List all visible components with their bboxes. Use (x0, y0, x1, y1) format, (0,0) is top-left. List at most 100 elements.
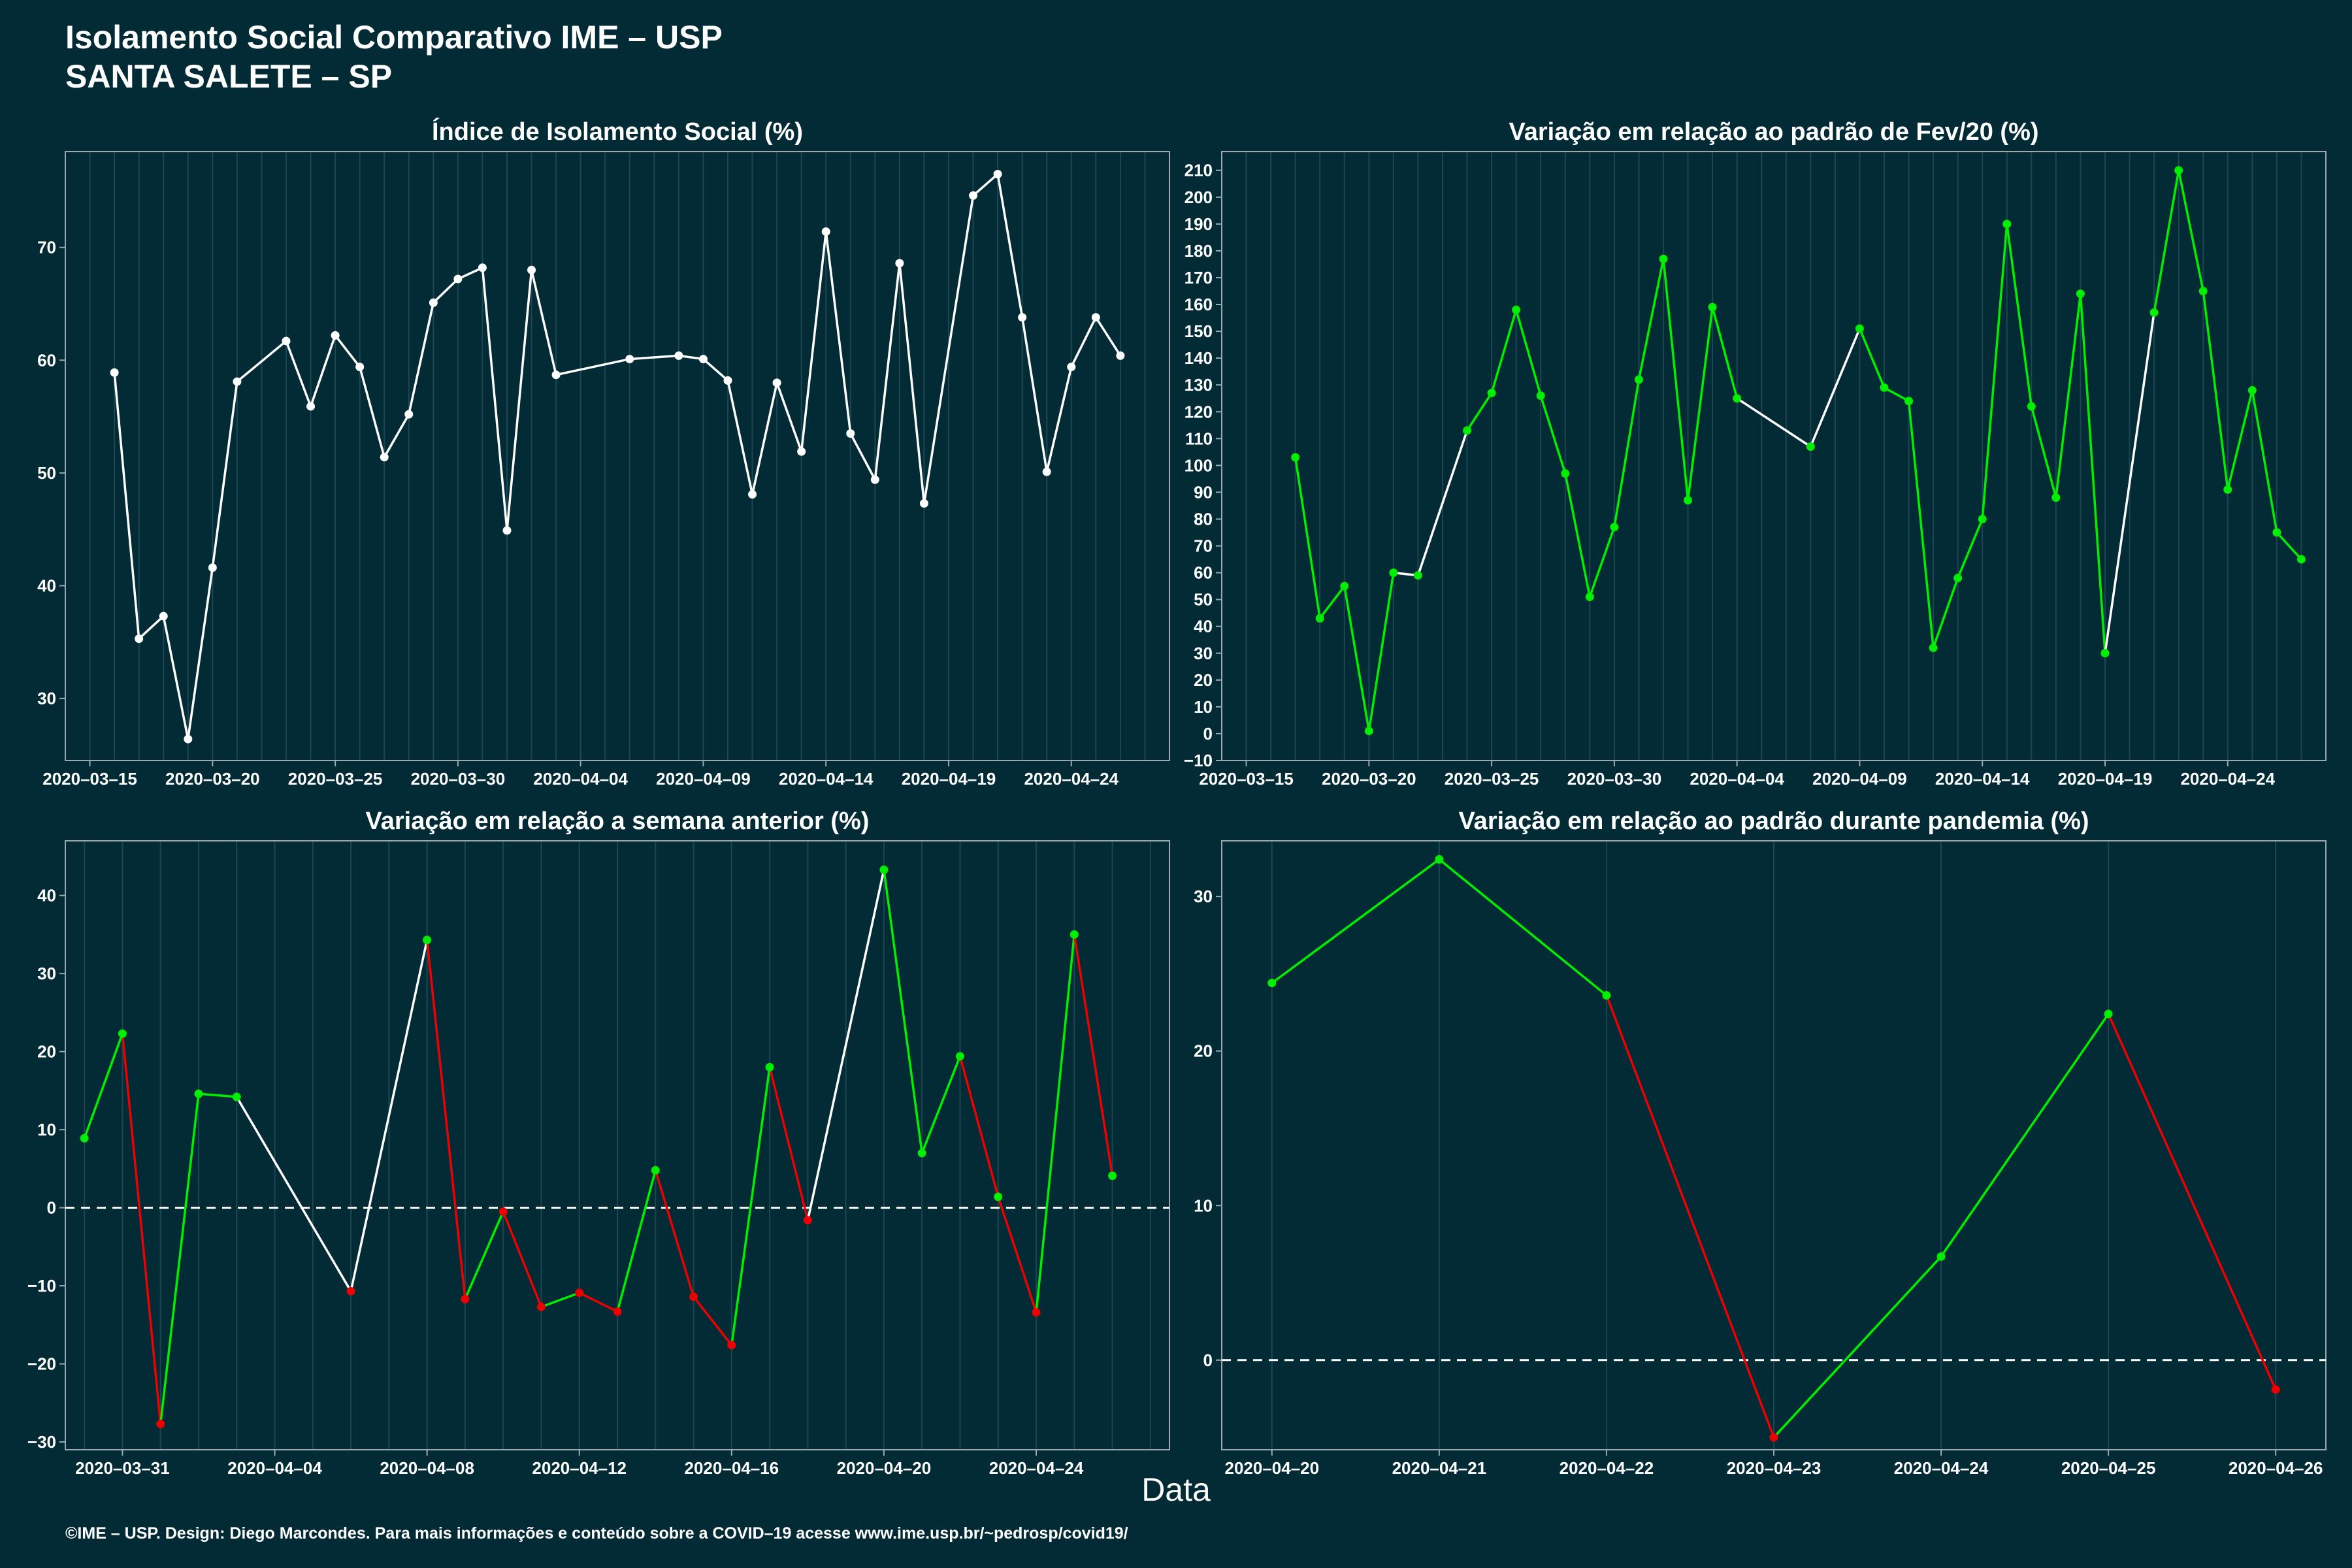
data-point-2020-04-09 (698, 355, 708, 364)
x-tick-label: 2020–04–09 (1812, 769, 1907, 789)
y-tick-label: −30 (27, 1432, 56, 1452)
data-point-2020-03-26 (355, 363, 365, 372)
y-tick-label: 110 (1185, 429, 1213, 448)
x-tick-label: 2020–04–08 (380, 1458, 474, 1478)
x-tick-label: 2020–04–20 (1225, 1458, 1320, 1478)
data-point-2020-04-20 (969, 191, 978, 200)
data-point-2020-03-29 (429, 298, 438, 307)
series-segment (2030, 405, 2057, 499)
series-segment (692, 1296, 733, 1347)
data-point-2020-04-24 (2223, 485, 2232, 494)
series-segment (1490, 308, 1518, 395)
data-point-2020-04-16 (870, 475, 879, 484)
data-point-2020-04-06 (346, 1286, 355, 1296)
series-segment (958, 1055, 1000, 1198)
y-tick-label: 10 (37, 1120, 56, 1139)
x-tick-label: 2020–03–30 (411, 769, 506, 789)
data-point-2020-04-04 (1733, 394, 1742, 403)
series-segment (2177, 169, 2204, 293)
data-point-2020-03-24 (1463, 426, 1472, 435)
data-point-2020-04-16 (727, 1341, 736, 1350)
series-segment (1940, 1013, 2110, 1258)
y-tick-label: 160 (1184, 295, 1213, 314)
series-segment (1613, 378, 1641, 529)
series-segment (1465, 391, 1493, 432)
y-tick-label: 0 (47, 1198, 56, 1218)
data-point-2020-04-26 (2271, 1385, 2280, 1394)
series-segment (2079, 292, 2106, 655)
data-point-2020-04-11 (536, 1302, 546, 1311)
data-point-2020-04-11 (1904, 397, 1914, 406)
y-tick-label: 10 (1194, 697, 1213, 717)
data-point-2020-04-14 (1978, 514, 1987, 523)
data-point-2020-04-08 (423, 936, 432, 945)
y-tick-label: 200 (1184, 188, 1213, 207)
y-tick-label: 0 (1203, 724, 1213, 743)
series-segment (432, 278, 459, 304)
data-point-2020-04-12 (1929, 644, 1938, 653)
data-point-2020-03-28 (404, 410, 414, 419)
series-segment (506, 269, 533, 532)
data-point-2020-04-06 (625, 355, 634, 364)
y-tick-label: 50 (1194, 590, 1213, 610)
x-tick-label: 2020–04–24 (2180, 769, 2275, 789)
data-point-2020-04-10 (1880, 383, 1889, 392)
series-segment (121, 1032, 162, 1426)
x-tick-label: 2020–03–15 (1199, 769, 1294, 789)
plot-frame (1221, 151, 2327, 761)
data-point-2020-04-24 (1936, 1252, 1946, 1261)
data-point-2020-04-13 (797, 447, 806, 456)
series-segment (727, 379, 754, 496)
data-point-2020-04-03 (1708, 302, 1717, 312)
series-segment (159, 1092, 200, 1426)
x-tick-label: 2020–04–25 (2061, 1458, 2156, 1478)
series-segment (1588, 526, 1616, 598)
chart-title: Índice de Isolamento Social (%) (432, 117, 803, 146)
series-segment (457, 267, 484, 280)
x-tick-label: 2020–04–26 (2229, 1458, 2323, 1478)
data-point-2020-04-14 (821, 227, 830, 237)
data-point-2020-04-25 (2247, 385, 2257, 395)
series-segment (997, 1196, 1037, 1314)
data-point-2020-03-30 (453, 274, 463, 284)
x-tick-label: 2020–03–15 (42, 769, 137, 789)
data-point-2020-03-27 (380, 453, 389, 462)
series-segment (1686, 306, 1714, 502)
data-point-2020-04-23 (1042, 467, 1051, 476)
data-point-2020-04-02 (527, 265, 536, 274)
y-tick-label: 40 (1194, 617, 1213, 636)
data-point-2020-03-25 (1487, 389, 1496, 398)
data-point-2020-04-20 (1267, 979, 1277, 988)
chart-variacao-fev20: Variação em relação ao padrão de Fev/20 … (1184, 118, 2327, 789)
series-segment (2276, 531, 2303, 561)
data-point-2020-04-15 (2002, 220, 2012, 229)
data-point-2020-03-25 (331, 331, 340, 340)
series-segment (702, 357, 729, 382)
y-tick-label: 30 (1194, 644, 1213, 663)
data-point-2020-04-01 (156, 1420, 165, 1429)
data-point-2020-04-20 (879, 865, 889, 874)
data-point-2020-04-17 (2051, 493, 2061, 502)
y-tick-label: −20 (27, 1354, 56, 1374)
series-segment (1662, 257, 1690, 502)
y-tick-label: 30 (37, 964, 56, 983)
data-point-2020-03-19 (184, 734, 193, 743)
series-segment (309, 334, 336, 408)
data-point-2020-04-22 (1018, 313, 1027, 322)
series-segment (235, 1096, 352, 1293)
data-point-2020-04-12 (772, 378, 781, 387)
data-point-2020-04-21 (2149, 308, 2159, 317)
data-point-2020-03-31 (118, 1029, 127, 1038)
series-segment (464, 1210, 504, 1301)
y-tick-label: 20 (37, 1042, 56, 1062)
x-tick-label: 2020–04–22 (1560, 1458, 1654, 1478)
data-point-2020-04-22 (2174, 166, 2183, 175)
data-point-2020-03-30 (1610, 523, 1619, 532)
series-segment (1367, 571, 1395, 732)
x-tick-label: 2020–04–23 (1727, 1458, 1821, 1478)
data-point-2020-04-03 (551, 370, 561, 380)
y-tick-label: 210 (1184, 161, 1213, 180)
data-point-2020-04-18 (2076, 289, 2085, 299)
data-point-2020-04-09 (461, 1294, 470, 1303)
data-point-2020-04-08 (674, 351, 683, 360)
